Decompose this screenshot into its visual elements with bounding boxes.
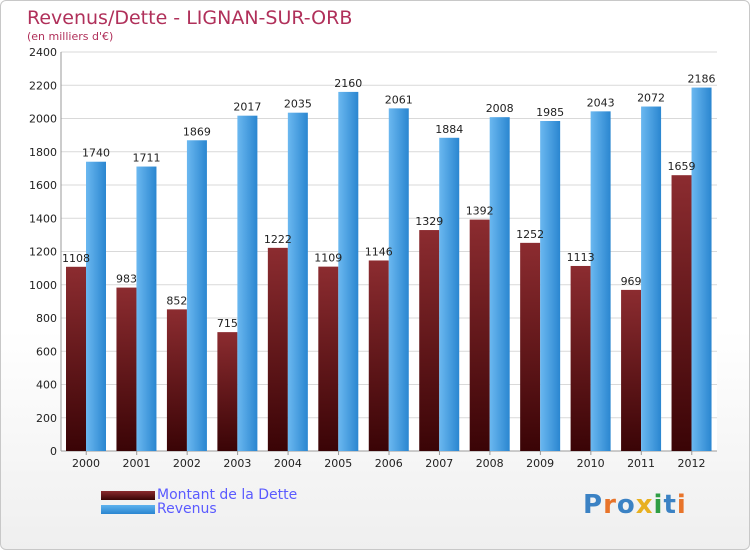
y-tick-label: 2400 xyxy=(29,46,57,59)
data-label-dette: 1113 xyxy=(567,251,595,264)
data-label-revenus: 1711 xyxy=(132,152,160,165)
legend-item-revenus: Revenus xyxy=(101,501,217,517)
bar-revenus xyxy=(388,108,409,451)
data-label-dette: 1252 xyxy=(516,228,544,241)
data-label-dette: 969 xyxy=(621,275,642,288)
x-tick-label: 2008 xyxy=(476,457,504,470)
data-label-dette: 715 xyxy=(217,317,238,330)
data-label-revenus: 1869 xyxy=(183,125,211,138)
y-tick-label: 1600 xyxy=(29,179,57,192)
bar-revenus xyxy=(338,91,359,452)
data-label-revenus: 2008 xyxy=(486,102,514,115)
bar-revenus xyxy=(641,106,662,451)
data-label-revenus: 1740 xyxy=(82,147,110,160)
bar-revenus xyxy=(287,112,308,452)
legend-item-dette: Montant de la Dette xyxy=(101,487,298,503)
logo-letter: r xyxy=(603,490,617,520)
bar-dette xyxy=(66,266,86,451)
y-tick-label: 0 xyxy=(50,445,57,458)
bar-dette xyxy=(419,230,440,451)
proxiti-logo: Proxiti xyxy=(583,490,687,520)
data-label-dette: 1659 xyxy=(668,160,696,173)
y-tick-label: 1200 xyxy=(29,246,57,259)
legend-swatch-dette xyxy=(101,490,155,500)
logo-letter: P xyxy=(583,490,604,520)
bar-dette xyxy=(166,309,187,451)
legend-label-dette: Montant de la Dette xyxy=(157,487,298,503)
data-label-revenus: 2186 xyxy=(688,73,716,86)
bar-revenus xyxy=(590,111,611,451)
x-tick-label: 2009 xyxy=(526,457,554,470)
bar-revenus xyxy=(237,115,258,451)
x-tick-label: 2001 xyxy=(122,457,150,470)
data-label-dette: 1146 xyxy=(365,245,393,258)
bar-revenus xyxy=(186,140,207,451)
bar-revenus xyxy=(136,166,157,451)
y-tick-label: 1400 xyxy=(29,212,57,225)
bar-dette xyxy=(520,242,541,451)
data-label-dette: 1392 xyxy=(466,205,494,218)
bar-revenus xyxy=(489,117,510,452)
bar-revenus xyxy=(439,137,460,451)
bar-dette xyxy=(671,175,692,451)
bar-revenus xyxy=(691,87,712,451)
data-label-revenus: 1884 xyxy=(435,123,463,136)
logo-letter: i xyxy=(676,490,687,520)
logo-letter: x xyxy=(635,490,654,520)
y-tick-label: 800 xyxy=(36,312,57,325)
x-tick-label: 2007 xyxy=(425,457,453,470)
data-label-revenus: 1985 xyxy=(536,106,564,119)
chart-subtitle: (en milliers d'€) xyxy=(27,30,114,43)
chart-title: Revenus/Dette - LIGNAN-SUR-ORB xyxy=(27,7,353,29)
logo-letter: i xyxy=(653,490,664,520)
data-label-dette: 852 xyxy=(166,294,187,307)
logo-letter: o xyxy=(616,490,636,520)
data-label-dette: 1222 xyxy=(264,233,292,246)
bar-dette xyxy=(217,332,238,451)
y-tick-label: 600 xyxy=(36,345,57,358)
x-tick-label: 2012 xyxy=(678,457,706,470)
data-label-dette: 1108 xyxy=(62,252,90,265)
data-label-dette: 1109 xyxy=(314,252,342,265)
x-tick-label: 2004 xyxy=(274,457,302,470)
bar-dette xyxy=(368,260,389,451)
bar-dette xyxy=(621,289,642,451)
data-label-dette: 983 xyxy=(116,273,137,286)
legend-label-revenus: Revenus xyxy=(157,501,217,517)
y-tick-label: 400 xyxy=(36,379,57,392)
x-tick-label: 2010 xyxy=(577,457,605,470)
y-tick-label: 200 xyxy=(36,412,57,425)
data-label-revenus: 2017 xyxy=(233,101,261,114)
x-tick-label: 2002 xyxy=(173,457,201,470)
x-tick-label: 2005 xyxy=(324,457,352,470)
x-tick-label: 2003 xyxy=(223,457,251,470)
y-tick-label: 1800 xyxy=(29,146,57,159)
y-tick-label: 2000 xyxy=(29,113,57,126)
bar-dette xyxy=(570,265,591,451)
bar-dette xyxy=(469,219,490,451)
data-label-revenus: 2072 xyxy=(637,92,665,105)
x-tick-label: 2006 xyxy=(375,457,403,470)
data-label-revenus: 2043 xyxy=(587,96,615,109)
y-tick-label: 1000 xyxy=(29,279,57,292)
bar-dette xyxy=(267,247,288,451)
bar-dette xyxy=(318,266,339,451)
x-tick-label: 2000 xyxy=(72,457,100,470)
bar-dette xyxy=(116,287,137,451)
bar-revenus xyxy=(86,161,106,451)
data-label-revenus: 2035 xyxy=(284,98,312,111)
legend-swatch-revenus xyxy=(101,504,155,514)
x-tick-label: 2011 xyxy=(627,457,655,470)
data-label-revenus: 2061 xyxy=(385,93,413,106)
data-label-dette: 1329 xyxy=(415,215,443,228)
logo-letter: t xyxy=(663,490,677,520)
data-label-revenus: 2160 xyxy=(334,77,362,90)
y-tick-label: 2200 xyxy=(29,79,57,92)
bar-revenus xyxy=(540,120,561,452)
